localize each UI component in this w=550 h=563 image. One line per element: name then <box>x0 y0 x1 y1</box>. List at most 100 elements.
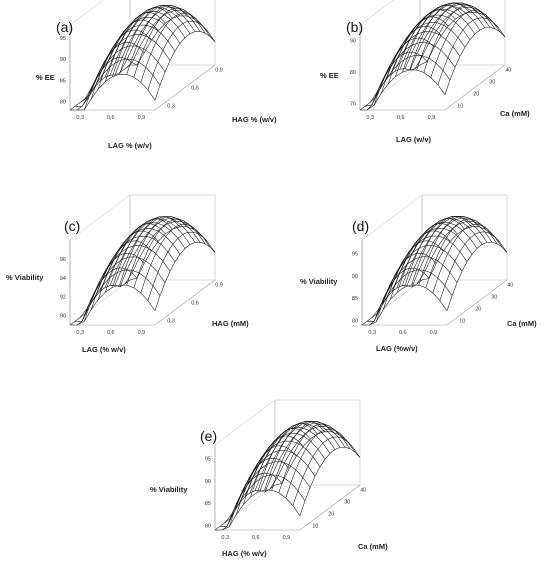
surface-patch <box>133 62 146 83</box>
surface-patch <box>489 233 502 248</box>
surface-patch <box>475 10 488 20</box>
floor-edge <box>70 279 216 326</box>
surface-patch <box>428 45 441 63</box>
z-tick-label: 70 <box>350 102 356 108</box>
surface-patch <box>170 226 183 239</box>
surface-patch <box>433 34 446 51</box>
surface-patch <box>447 46 460 68</box>
x-tick-label: 0,6 <box>107 330 115 336</box>
x-tick-label: 0,9 <box>138 115 146 121</box>
surface-patch <box>450 22 463 38</box>
surface-mesh-line <box>369 42 456 103</box>
surface-mesh-line <box>421 226 508 281</box>
surface-patch <box>89 281 102 307</box>
surface-patch <box>103 53 116 74</box>
surface-patch <box>416 55 429 73</box>
surface-patch <box>432 277 445 301</box>
surface-mesh-line <box>114 216 201 286</box>
surface-patch <box>124 45 137 60</box>
surface-patch <box>197 233 210 248</box>
y-tick-label: 30 <box>491 295 497 301</box>
y-tick-label: 20 <box>475 307 481 313</box>
surface-patch <box>367 308 380 322</box>
surface-patch <box>77 306 90 325</box>
surface-patch <box>160 25 173 41</box>
surface-mesh-line <box>234 440 321 511</box>
surface-mesh-line <box>75 269 161 322</box>
surface-patch <box>124 256 137 271</box>
surface-patch <box>167 244 180 262</box>
y-tick-label: 20 <box>473 92 479 98</box>
surface-patch <box>281 450 294 465</box>
z-tick-label: 95 <box>352 251 358 257</box>
surface-patch <box>462 226 475 239</box>
surface-patch <box>430 63 443 85</box>
surface-patch <box>436 15 449 26</box>
surface-patch <box>172 27 185 44</box>
surface-patch <box>398 38 411 57</box>
surface-mesh-line <box>104 7 191 78</box>
floor-edge <box>215 484 361 531</box>
surface-patch <box>75 308 88 322</box>
surface-patch <box>284 433 297 442</box>
z-tick-label: 95 <box>205 456 211 462</box>
z-axis-title: % Viability <box>150 485 188 494</box>
x-tick-label: 0,3 <box>76 330 84 336</box>
surface-patch <box>360 104 373 110</box>
surface-patch <box>192 232 205 244</box>
surface-mesh-line <box>109 216 196 286</box>
surface-patch <box>140 277 153 301</box>
surface-patch <box>289 427 302 434</box>
surface-patch <box>160 236 173 252</box>
surface-patch <box>162 40 175 61</box>
x-tick-label: 0,9 <box>430 330 438 336</box>
surface-patch <box>269 461 282 476</box>
surface-patch <box>126 59 139 78</box>
surface-patch <box>487 19 500 32</box>
surface-mesh-line <box>89 235 176 306</box>
surface-patch <box>386 56 399 79</box>
x-tick-label: 0,3 <box>366 115 374 121</box>
surface-patch <box>479 231 492 243</box>
z-tick-label: 80 <box>350 70 356 76</box>
surface-patch <box>138 259 151 278</box>
surface-mesh-line <box>274 431 361 486</box>
surface-patch <box>462 24 475 40</box>
surface-mesh-line <box>384 14 471 82</box>
surface-patch <box>77 96 90 110</box>
x-tick-label: 0,6 <box>397 115 405 121</box>
y-tick-label: 0,9 <box>215 283 223 289</box>
surface-patch <box>180 224 193 233</box>
surface-patch <box>149 7 162 12</box>
surface-mesh-line <box>94 17 181 88</box>
surface-patch <box>134 25 147 35</box>
surface-patch <box>454 251 467 272</box>
panel-label: (c) <box>64 218 80 234</box>
surface-patch <box>395 264 408 285</box>
surface-patch <box>272 441 285 453</box>
z-tick-label: 90 <box>205 479 211 485</box>
surface-patch <box>474 232 487 245</box>
surface-mesh-line <box>362 284 448 326</box>
surface-patch <box>165 230 178 245</box>
surface-patch <box>482 17 495 29</box>
surface-patch <box>492 22 505 37</box>
x-axis-title: LAG % (w/v) <box>108 141 152 150</box>
surface-patch <box>423 256 436 273</box>
surface-mesh-line <box>404 2 491 69</box>
surface-patch <box>305 441 318 457</box>
x-tick-label: 0,3 <box>221 535 229 541</box>
surface-patch <box>395 57 408 77</box>
surface-patch <box>472 18 485 30</box>
surface-patch <box>322 439 335 454</box>
surface-patch <box>112 59 125 77</box>
x-axis-title: LAG (w/v) <box>396 135 432 144</box>
chart-panel-e: 80 85 90 95 0,3 0,6 0,9 10 20 30 40 (e) % Viability H… <box>150 399 388 558</box>
surface-patch <box>400 252 413 272</box>
y-tick-label: 10 <box>459 319 465 325</box>
z-tick-label: 85 <box>60 78 66 84</box>
surface-patch <box>374 78 387 105</box>
surface-patch <box>342 438 355 453</box>
surface-mesh-line <box>360 69 446 111</box>
surface-patch <box>441 9 454 18</box>
